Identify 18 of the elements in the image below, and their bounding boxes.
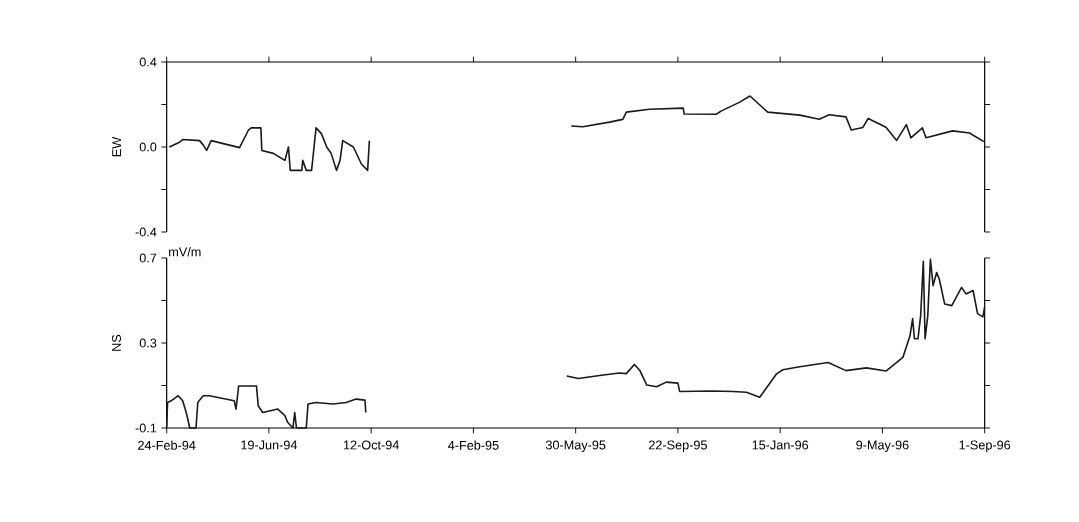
y-axis-title: NS <box>112 334 121 351</box>
y-axis-title: EW <box>112 136 121 157</box>
x-tick-label: 9-May-96 <box>856 440 909 452</box>
x-tick-label: 22-Sep-95 <box>648 440 707 452</box>
y-tick-label: 0.4 <box>139 57 157 67</box>
x-tick-label: 24-Feb-94 <box>138 440 196 450</box>
x-tick-label: 15-Jan-96 <box>752 440 809 450</box>
y-tick-label: 0.3 <box>139 338 157 348</box>
y-tick-label: -0.1 <box>135 423 157 433</box>
x-tick-label: 30-May-95 <box>545 440 606 452</box>
x-tick-label: 1-Sep-96 <box>959 440 1011 452</box>
x-tick-label: 12-Oct-94 <box>343 440 399 450</box>
y-tick-label: -0.4 <box>135 227 157 237</box>
text: mV/m <box>169 247 201 257</box>
y-tick-label: 0.0 <box>139 142 157 152</box>
y-tick-label: 0.7 <box>139 253 157 263</box>
x-tick-label: 4-Feb-95 <box>448 440 499 450</box>
x-tick-label: 19-Jun-94 <box>241 440 298 450</box>
